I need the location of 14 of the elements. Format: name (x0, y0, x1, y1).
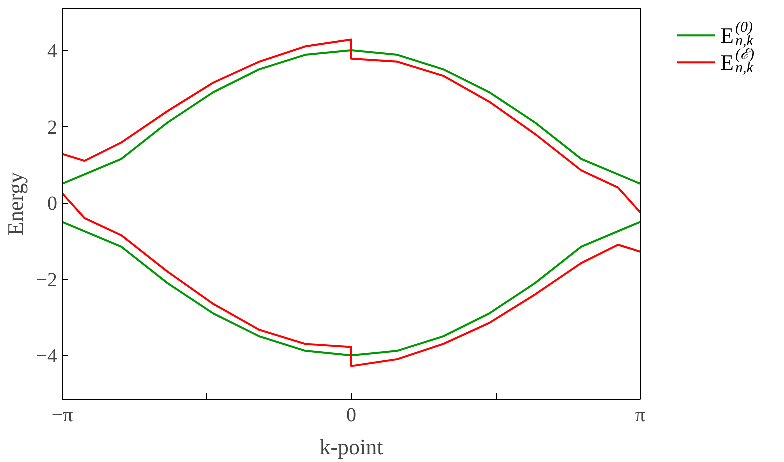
line-series (62, 192, 640, 368)
x-axis-title: k-point (320, 434, 384, 460)
line-series (62, 38, 640, 214)
x-tick-label: −π (52, 404, 74, 426)
line-series (62, 221, 640, 357)
x-tick-label: π (635, 404, 646, 426)
y-tick-label: 4 (48, 40, 58, 62)
y-tick-label: −4 (36, 346, 58, 368)
line-series (62, 49, 640, 185)
x-tick-label: 0 (346, 404, 356, 426)
y-axis-title: Energy (3, 172, 28, 236)
y-tick-label: 0 (48, 193, 58, 216)
y-tick-label: −2 (36, 269, 58, 292)
y-tick-label: 2 (48, 116, 58, 139)
